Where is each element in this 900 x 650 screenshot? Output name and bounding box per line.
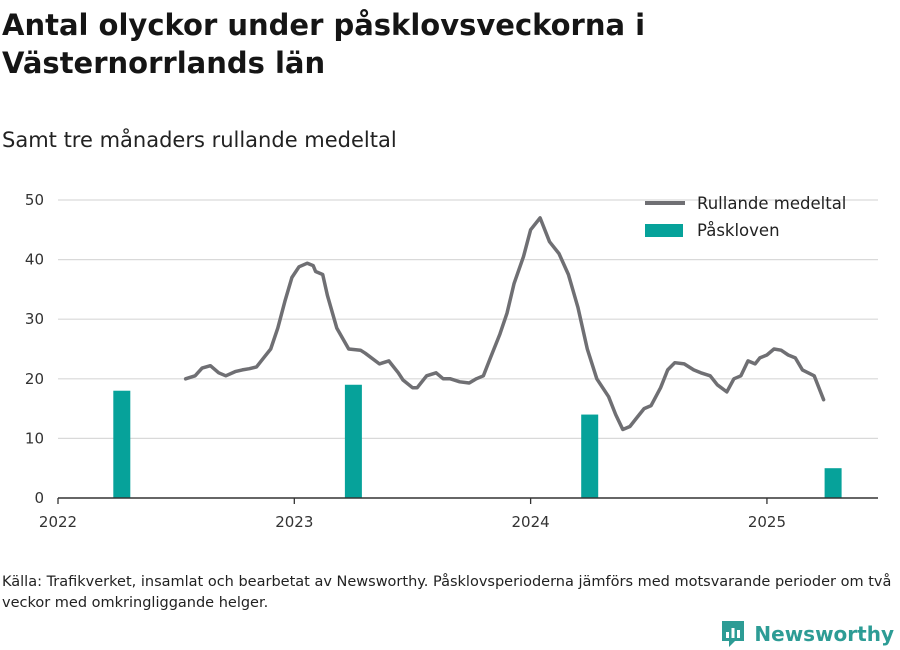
source-note: Källa: Trafikverket, insamlat och bearbe… (2, 574, 892, 611)
x-tick-label-2024: 2024 (512, 513, 550, 531)
x-axis-ticks: 2022 2023 2024 2025 (39, 498, 786, 531)
bar-series-paskloven (113, 384, 842, 498)
brand-name: Newsworthy (754, 622, 894, 646)
y-tick-label-40: 40 (25, 251, 44, 269)
legend-label-rullande-medeltal: Rullande medeltal (697, 194, 846, 213)
accidents-chart: 0 10 20 30 40 50 2022 2023 2024 2025 Rullande me… (25, 191, 878, 531)
grid-lines (58, 199, 878, 439)
bar-paskloven-2023 (344, 384, 362, 498)
y-tick-label-20: 20 (25, 370, 44, 388)
x-tick-label-2023: 2023 (275, 513, 313, 531)
newsworthy-logo-icon (722, 621, 745, 647)
bar-paskloven-2025 (824, 468, 842, 498)
x-tick-label-2022: 2022 (39, 513, 77, 531)
y-tick-label-0: 0 (34, 489, 44, 507)
legend-bar-swatch (645, 224, 683, 237)
y-tick-label-50: 50 (25, 191, 44, 209)
chart-subtitle: Samt tre månaders rullande medeltal (2, 128, 397, 152)
legend-label-paskloven: Påskloven (697, 221, 780, 240)
legend: Rullande medeltal Påskloven (645, 194, 846, 240)
brand-logo: Newsworthy (720, 619, 894, 649)
x-tick-label-2025: 2025 (748, 513, 786, 531)
y-tick-label-30: 30 (25, 310, 44, 328)
bar-paskloven-2024 (581, 414, 599, 498)
y-tick-label-10: 10 (25, 429, 44, 447)
line-series-rullande-medeltal (183, 216, 826, 432)
bar-paskloven-2022 (113, 390, 131, 498)
y-axis-ticks: 0 10 20 30 40 50 (25, 191, 44, 507)
chart-title: Antal olyckor under påsklovsveckorna i V… (2, 8, 646, 80)
